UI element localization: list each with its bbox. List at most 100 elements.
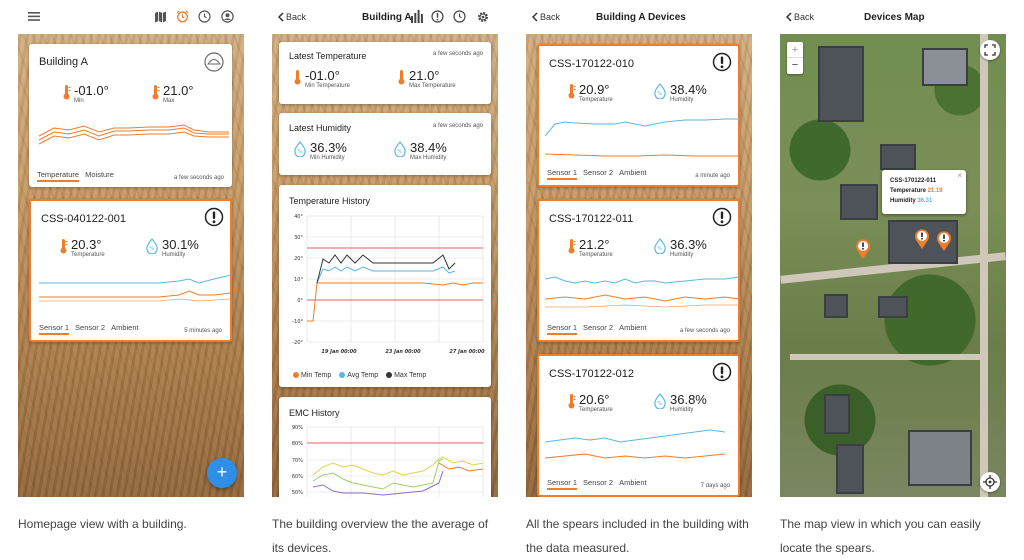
svg-text:%: %: [657, 401, 662, 407]
max-humidity: % 38.4% Max Humidity: [393, 141, 447, 161]
device-card[interactable]: CSS-170122-011 21.2° Temperature % 36.3%…: [537, 199, 740, 342]
sensor-map-pin[interactable]: [936, 230, 952, 252]
max-temp-label: Max: [163, 98, 175, 104]
card-title: EMC History: [289, 408, 340, 418]
gear-icon[interactable]: [476, 10, 490, 24]
alarm-clock-icon[interactable]: [176, 10, 189, 23]
tab-ambient[interactable]: Ambient: [619, 478, 647, 487]
thermometer-icon: [567, 83, 576, 99]
humidity-drop-icon: %: [145, 238, 159, 254]
legend-avg-temp[interactable]: Avg Temp: [339, 372, 378, 379]
tab-sensor-1[interactable]: Sensor 1: [39, 323, 70, 335]
back-button[interactable]: Back: [278, 12, 306, 22]
max-temperature: 21.0° Max: [151, 84, 194, 104]
device-humidity: % 36.8% Humidity: [653, 393, 707, 413]
clock-icon[interactable]: [453, 10, 466, 23]
humidity-value: 36.3%: [670, 237, 707, 252]
max-temp-value: 21.0°: [163, 83, 194, 98]
tab-ambient[interactable]: Ambient: [111, 323, 139, 332]
tab-ambient[interactable]: Ambient: [619, 168, 647, 177]
zoom-in-button[interactable]: +: [787, 42, 803, 58]
device-humidity: % 38.4% Humidity: [653, 83, 707, 103]
tab-sensor-2[interactable]: Sensor 2: [75, 323, 106, 332]
sensor-map-pin[interactable]: [855, 238, 871, 260]
chevron-left-icon: [532, 12, 538, 22]
temperature-label: Temperature: [579, 407, 613, 413]
humidity-value: 30.1%: [162, 237, 199, 252]
device-card[interactable]: CSS-170122-012 20.6° Temperature % 36.8%…: [537, 354, 740, 497]
device-id: CSS-040122-001: [41, 213, 127, 225]
tab-sensor-1[interactable]: Sensor 1: [547, 478, 578, 490]
card-title: Latest Humidity: [289, 123, 352, 133]
temperature-value: 20.6°: [579, 392, 610, 407]
building-dome-icon[interactable]: [204, 52, 224, 72]
tab-temperature[interactable]: Temperature: [37, 170, 80, 182]
svg-text:%: %: [297, 149, 302, 155]
alert-icon[interactable]: [204, 207, 224, 227]
fullscreen-button[interactable]: [980, 40, 1000, 60]
device-id: CSS-170122-010: [549, 58, 635, 70]
legend-max-temp[interactable]: Max Temp: [386, 372, 426, 379]
tab-sensor-2[interactable]: Sensor 2: [583, 478, 614, 487]
svg-text:90%: 90%: [292, 425, 303, 431]
temperature-history-chart: 40° 30° 20° 10° 0° -10° -20° 19 Jan 00:0…: [292, 214, 485, 355]
min-temperature: -01.0° Min: [62, 84, 109, 104]
map-building: [818, 46, 864, 122]
bar-chart-icon[interactable]: [411, 10, 423, 23]
back-button[interactable]: Back: [786, 12, 814, 22]
zoom-control: + −: [787, 42, 803, 74]
humidity-value: 36.8%: [670, 392, 707, 407]
popup-temperature: Temperature 21.19: [890, 188, 943, 194]
zoom-out-button[interactable]: −: [791, 59, 799, 71]
device-card[interactable]: CSS-040122-001 20.3° Temperature % 30.1%…: [29, 199, 232, 342]
hamburger-menu-icon[interactable]: [28, 12, 40, 21]
svg-text:70%: 70%: [292, 458, 303, 464]
svg-text:27 Jan 00:00: 27 Jan 00:00: [449, 349, 485, 355]
building-overview-screen: Back Building A Latest Temperature a few…: [272, 0, 498, 497]
sensor-tabs: Sensor 1 Sensor 2 Ambient: [547, 323, 647, 335]
device-sparkline: [39, 274, 231, 302]
tab-sensor-1[interactable]: Sensor 1: [547, 168, 578, 180]
device-card[interactable]: CSS-170122-010 20.9° Temperature % 38.4%…: [537, 44, 740, 187]
svg-text:19 Jan 00:00: 19 Jan 00:00: [321, 349, 357, 355]
tab-sensor-1[interactable]: Sensor 1: [547, 323, 578, 335]
popup-temperature-label: Temperature: [890, 188, 926, 194]
humidity-label: Humidity: [162, 252, 186, 258]
humidity-drop-icon: %: [293, 141, 307, 157]
alert-icon[interactable]: [712, 362, 732, 382]
back-button[interactable]: Back: [532, 12, 560, 22]
map-icon[interactable]: [154, 11, 167, 23]
building-card[interactable]: Building A -01.0° Min 21.0° Max Temperat…: [29, 44, 232, 187]
popup-close-button[interactable]: ×: [957, 171, 962, 180]
alert-icon[interactable]: [712, 52, 732, 72]
max-humidity-label: Max Humidity: [410, 155, 447, 161]
min-humidity: % 36.3% Min Humidity: [293, 141, 347, 161]
satellite-map[interactable]: [780, 34, 1006, 497]
user-account-icon[interactable]: [221, 10, 234, 23]
alert-icon[interactable]: [431, 10, 444, 23]
sensor-tabs: Sensor 1 Sensor 2 Ambient: [547, 168, 647, 180]
building-devices-screen: Back Building A Devices CSS-170122-010 2…: [526, 0, 752, 497]
clock-icon[interactable]: [198, 10, 211, 23]
tab-moisture[interactable]: Moisture: [85, 170, 114, 179]
min-humidity-label: Min Humidity: [310, 155, 345, 161]
thermometer-icon: [397, 69, 406, 85]
max-temp-label: Max Temperature: [409, 83, 456, 89]
humidity-drop-icon: %: [653, 238, 667, 254]
tab-ambient[interactable]: Ambient: [619, 323, 647, 332]
map-road: [790, 354, 980, 360]
map-building: [836, 444, 864, 494]
legend-min-temp[interactable]: Min Temp: [293, 372, 331, 379]
top-bar: Back Devices Map: [780, 0, 1006, 34]
device-sparkline: [545, 276, 739, 308]
add-building-button[interactable]: +: [207, 458, 237, 488]
min-temp-value: -01.0°: [74, 83, 109, 98]
alert-icon[interactable]: [712, 207, 732, 227]
sensor-map-pin[interactable]: [914, 228, 930, 250]
map-building: [878, 296, 908, 318]
tab-sensor-2[interactable]: Sensor 2: [583, 323, 614, 332]
humidity-drop-icon: %: [393, 141, 407, 157]
card-title: Latest Temperature: [289, 51, 367, 61]
tab-sensor-2[interactable]: Sensor 2: [583, 168, 614, 177]
locate-me-button[interactable]: [980, 472, 1000, 492]
